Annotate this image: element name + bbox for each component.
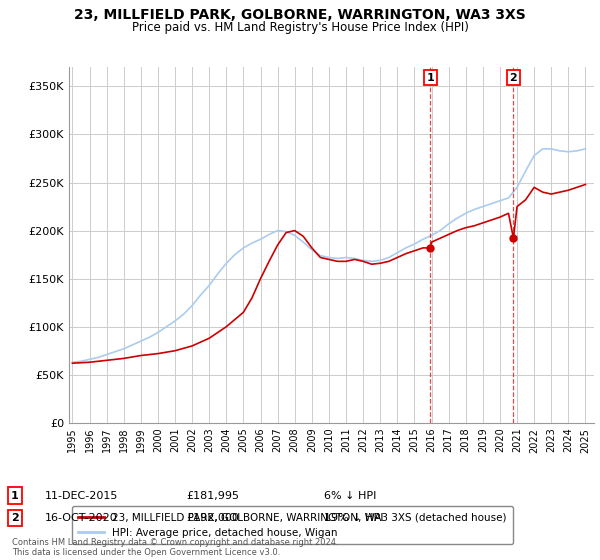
Text: 6% ↓ HPI: 6% ↓ HPI	[324, 491, 376, 501]
Text: 1: 1	[11, 491, 19, 501]
Text: 2: 2	[509, 73, 517, 82]
Text: Price paid vs. HM Land Registry's House Price Index (HPI): Price paid vs. HM Land Registry's House …	[131, 21, 469, 34]
Text: 16-OCT-2020: 16-OCT-2020	[45, 513, 118, 523]
Text: £192,000: £192,000	[186, 513, 239, 523]
Text: 2: 2	[11, 513, 19, 523]
Text: 1: 1	[426, 73, 434, 82]
Text: Contains HM Land Registry data © Crown copyright and database right 2024.
This d: Contains HM Land Registry data © Crown c…	[12, 538, 338, 557]
Legend: 23, MILLFIELD PARK, GOLBORNE, WARRINGTON, WA3 3XS (detached house), HPI: Average: 23, MILLFIELD PARK, GOLBORNE, WARRINGTON…	[71, 506, 513, 544]
Text: £181,995: £181,995	[186, 491, 239, 501]
Text: 11-DEC-2015: 11-DEC-2015	[45, 491, 118, 501]
Text: 19% ↓ HPI: 19% ↓ HPI	[324, 513, 383, 523]
Text: 23, MILLFIELD PARK, GOLBORNE, WARRINGTON, WA3 3XS: 23, MILLFIELD PARK, GOLBORNE, WARRINGTON…	[74, 8, 526, 22]
